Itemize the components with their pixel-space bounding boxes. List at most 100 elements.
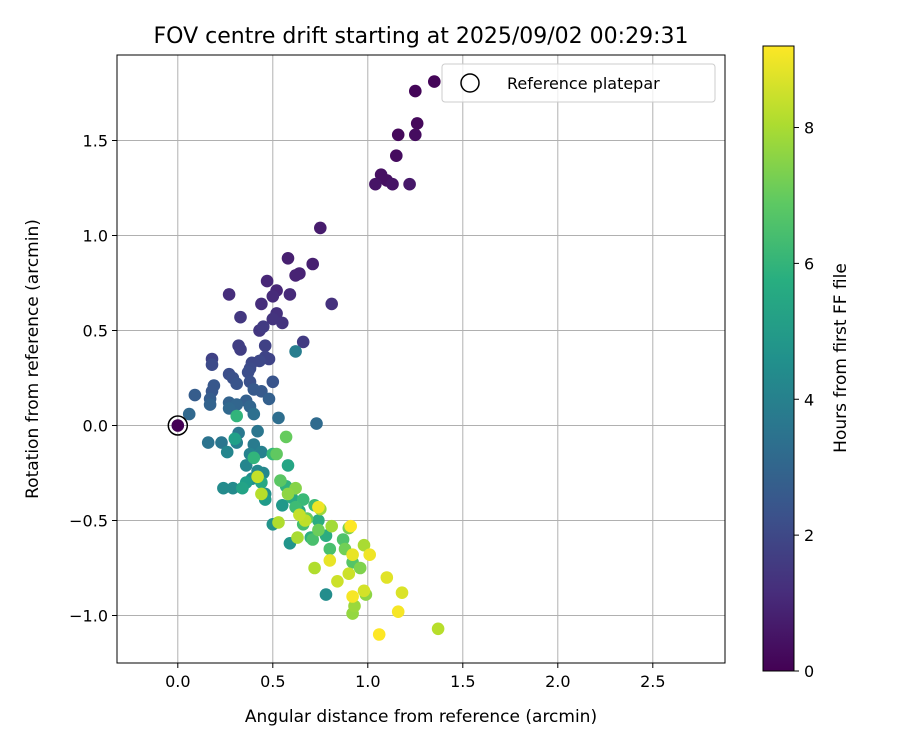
colorbar-tick-label: 2 [804,526,814,545]
data-point [306,257,320,271]
data-point [217,481,230,495]
y-tick-label: 0.5 [83,322,108,341]
data-point [228,432,242,446]
y-axis-label: Rotation from reference (arcmin) [23,219,43,499]
data-point [260,274,274,288]
legend-entry-reference-platepar: Reference platepar [507,74,660,93]
data-point [325,297,339,311]
data-point [222,288,236,301]
data-point [342,567,356,580]
data-point [336,533,350,546]
data-point [236,481,249,495]
legend-reference-marker-icon [460,73,480,93]
y-tick-label: 0.0 [83,417,108,436]
data-point [308,561,321,575]
data-point [344,519,358,533]
data-point [428,75,441,88]
data-point [281,251,295,265]
y-axis-ticks: −1.0 −0.5 0.0 0.5 1.0 1.5 [69,132,117,626]
data-point [201,436,215,449]
colorbar: 0 2 4 6 8 Hours from first FF file [762,45,851,681]
data-point [276,499,289,512]
data-point [319,588,333,601]
data-point [262,392,276,406]
data-point [215,436,228,449]
data-point [289,345,302,358]
data-point [251,470,264,484]
data-point [266,375,280,389]
data-point [312,514,325,527]
data-point [283,288,297,301]
data-point [247,451,261,465]
data-point [257,320,270,334]
data-point [255,487,268,501]
data-point [386,177,399,191]
colorbar-gradient [762,45,795,672]
x-tick-label: 2.0 [545,672,570,691]
data-point [188,388,202,402]
x-axis-ticks: 0.0 0.5 1.0 1.5 2.0 2.5 [165,663,666,691]
legend: Reference platepar [441,63,716,103]
data-point [258,339,272,353]
y-tick-label: −1.0 [69,607,108,626]
data-point [323,554,337,567]
y-tick-label: 1.0 [83,227,108,246]
y-tick-label: −0.5 [69,512,108,531]
data-point [357,538,371,552]
data-point [276,316,289,330]
data-point [262,352,276,366]
data-point [353,561,367,575]
x-tick-label: 2.5 [640,672,665,691]
legend-box [441,63,716,103]
data-point [274,474,287,487]
reference-point-ring [167,415,189,436]
data-points [182,75,445,641]
data-point [363,548,377,561]
data-point [323,542,337,556]
data-point [357,584,371,598]
x-tick-label: 1.0 [355,672,380,691]
data-point [312,500,325,514]
grid-lines [117,55,725,663]
data-point [391,128,405,142]
data-point [296,335,310,349]
data-point [230,409,243,423]
colorbar-label: Hours from first FF file [831,263,851,453]
data-point [266,290,280,303]
data-point [348,599,361,613]
data-point [410,117,424,130]
data-point [346,548,359,561]
data-point [291,531,304,544]
data-point [230,377,243,391]
data-point [293,508,306,522]
data-point [270,447,283,461]
data-point [272,411,285,425]
data-point [205,358,219,372]
data-point [380,571,394,584]
data-point [346,590,359,603]
data-point [306,533,320,546]
data-point [289,269,302,282]
data-point [281,487,295,501]
data-point [279,430,293,444]
data-point [247,407,261,421]
x-tick-label: 1.5 [450,672,475,691]
data-point [182,407,196,421]
data-point [431,622,445,636]
x-tick-label: 0.5 [260,672,285,691]
data-point [409,84,422,98]
data-point [220,445,234,459]
data-point [241,366,255,379]
data-point [310,417,323,430]
data-point [391,605,405,618]
data-point [251,424,264,438]
data-point [325,519,339,533]
data-point [395,586,409,599]
data-point [281,459,295,472]
data-point [331,575,344,588]
reference-marker [167,415,189,436]
reference-point-dot [171,419,185,432]
data-point [390,149,403,162]
colorbar-tick-label: 6 [804,254,814,273]
